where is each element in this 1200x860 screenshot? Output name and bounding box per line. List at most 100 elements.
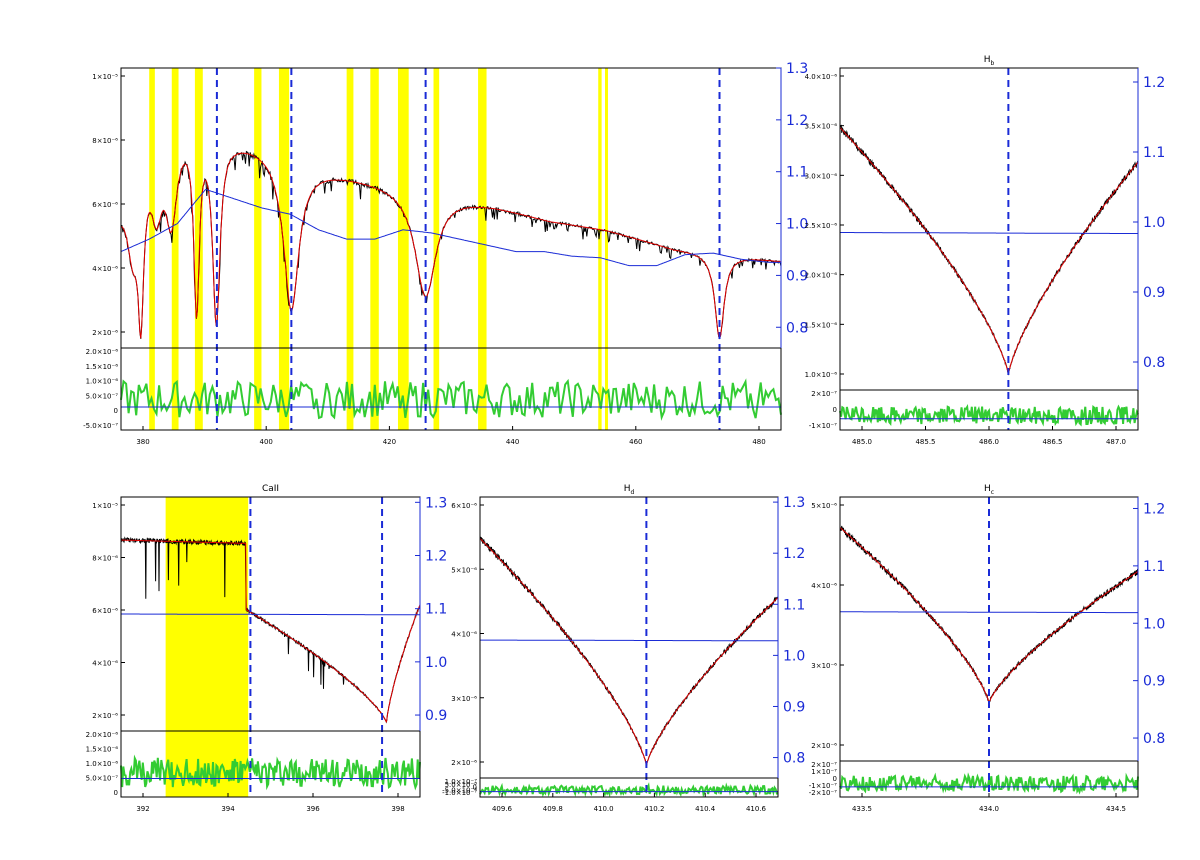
residual-tick-label: -5.0×10⁻⁷: [83, 422, 118, 430]
y-tick-label: 5×10⁻⁶: [451, 566, 477, 574]
y2-tick-label: 1.0: [783, 648, 805, 664]
y2-tick-label: 1.1: [786, 165, 808, 181]
y-tick-label: 1×10⁻⁵: [92, 73, 118, 81]
residual-tick-label: 2×10⁻⁷: [811, 390, 837, 398]
y-tick-label: 1×10⁻⁵: [92, 502, 118, 510]
residual-tick-label: 1.0×10⁻⁶: [86, 378, 119, 386]
mask-region: [370, 68, 379, 430]
residual-line: [839, 404, 1139, 427]
scaling-curve-line: [120, 188, 781, 267]
scaling-curve-line: [121, 613, 420, 616]
fit-spectrum-line: [121, 539, 421, 724]
mask-region: [433, 68, 440, 430]
residual-tick-label: 1.0×10⁻⁶: [86, 760, 119, 768]
y2-tick-label: 0.9: [786, 268, 808, 284]
residual-tick-label: 5.0×10⁻⁸: [445, 781, 478, 789]
fit-spectrum-line: [479, 538, 779, 766]
panel-title: Hb: [984, 55, 995, 67]
y-tick-label: 4.0×10⁻⁶: [805, 73, 838, 81]
y-tick-label: 2×10⁻⁶: [92, 329, 118, 337]
x-tick-label: 409.8: [543, 805, 563, 813]
residual-tick-label: 1.5×10⁻⁶: [86, 363, 119, 371]
y2-tick-label: 1.2: [425, 549, 447, 565]
y-tick-label: 3×10⁻⁶: [451, 695, 477, 703]
y2-tick-label: 0.9: [1143, 674, 1165, 690]
residual-tick-label: 0: [473, 784, 477, 792]
x-tick-label: 460: [629, 438, 642, 446]
y2-tick-label: 0.8: [1143, 731, 1165, 747]
x-tick-label: 380: [136, 438, 149, 446]
y-tick-label: 6×10⁻⁶: [451, 502, 477, 510]
y2-tick-label: 1.2: [1143, 75, 1165, 91]
mask-region: [171, 68, 179, 430]
residual-frame: [120, 730, 421, 798]
x-tick-label: 485.0: [852, 438, 872, 446]
x-tick-label: 487.0: [1106, 438, 1126, 446]
residual-tick-label: -1×10⁻⁷: [809, 422, 837, 430]
fit-spectrum-line: [839, 127, 1139, 375]
residual-tick-label: 1×10⁻⁷: [811, 768, 837, 776]
mask-region: [346, 68, 354, 430]
y-tick-label: 8×10⁻⁶: [92, 137, 118, 145]
x-tick-label: 392: [136, 805, 149, 813]
mask-region: [598, 68, 602, 430]
mask-region: [478, 68, 487, 430]
scaling-curve-line: [840, 611, 1138, 614]
y2-tick-label: 1.0: [786, 217, 808, 233]
residual-tick-label: 2.0×10⁻⁶: [86, 348, 119, 356]
y-tick-label: 4×10⁻⁶: [811, 582, 837, 590]
mask-region: [254, 68, 262, 430]
residual-tick-label: 2.0×10⁻⁶: [86, 731, 119, 739]
residual-line: [120, 378, 782, 421]
panel-hb: 485.0 485.5 486.0 486.5 487.0 1.0×10⁻⁶ 1.5×10⁻…: [805, 55, 1166, 446]
y2-tick-label: 1.3: [425, 495, 447, 511]
mask-region: [194, 68, 203, 430]
x-tick-label: 486.0: [979, 438, 999, 446]
y-tick-label: 1.5×10⁻⁶: [805, 321, 838, 329]
y-tick-label: 6×10⁻⁶: [92, 201, 118, 209]
y-tick-label: 5×10⁻⁶: [811, 502, 837, 510]
residual-tick-label: 0: [833, 775, 837, 783]
x-tick-label: 398: [391, 805, 404, 813]
panel-title: Hd: [624, 484, 635, 496]
y2-tick-label: 0.8: [786, 320, 808, 336]
y-tick-label: 4×10⁻⁶: [451, 631, 477, 639]
observed-spectrum-line: [479, 536, 779, 766]
panel-hg: 433.5 434.0 434.5 2×10⁻⁶ 3×10⁻⁶ 4×10⁻⁶ 5×10⁻⁶ 2…: [809, 484, 1166, 813]
y2-tick-label: 1.2: [786, 113, 808, 129]
mask-region: [397, 68, 409, 430]
y-tick-label: 2.0×10⁻⁶: [805, 272, 838, 280]
x-tick-label: 480: [752, 438, 765, 446]
y-tick-label: 1.0×10⁻⁶: [805, 371, 838, 379]
y-tick-label: 2×10⁻⁶: [811, 742, 837, 750]
y-tick-label: 8×10⁻⁶: [92, 555, 118, 563]
y2-tick-label: 0.8: [1143, 355, 1165, 371]
residual-tick-label: -1×10⁻⁷: [809, 782, 837, 790]
y2-tick-label: 1.1: [425, 602, 447, 618]
x-tick-label: 410.2: [644, 805, 664, 813]
scaling-curve-line: [840, 232, 1138, 234]
x-tick-label: 396: [306, 805, 320, 813]
x-tick-label: 409.6: [492, 805, 513, 813]
mask-region: [149, 68, 155, 430]
axes-frame: [839, 67, 1139, 391]
panel-main: 380 400 420 440 460 480 2×10⁻⁶ 4×10⁻⁶ 6×10⁻⁶ 8×10…: [83, 61, 808, 446]
panel-caii: 392 394 396 398 2×10⁻⁶ 4×10⁻⁶ 6×10⁻⁶ 8×10⁻⁶ 1×10…: [86, 484, 448, 813]
y-tick-label: 2×10⁻⁶: [451, 759, 477, 767]
residual-tick-label: 0: [114, 789, 118, 797]
y-tick-label: 4×10⁻⁶: [92, 660, 118, 668]
y2-tick-label: 1.1: [1143, 145, 1165, 161]
x-tick-label: 486.5: [1042, 438, 1062, 446]
residual-tick-label: 5.0×10⁻⁷: [86, 775, 119, 783]
y2-tick-label: 1.2: [1143, 501, 1165, 517]
fit-spectrum-line: [120, 152, 782, 340]
residual-frame: [120, 347, 782, 431]
x-tick-label: 440: [506, 438, 519, 446]
y2-tick-label: 0.9: [783, 699, 805, 715]
panel-title: CaII: [262, 484, 279, 494]
y-tick-label: 3.5×10⁻⁶: [805, 123, 838, 131]
y-tick-label: 6×10⁻⁶: [92, 607, 118, 615]
observed-spectrum-line: [839, 525, 1139, 703]
y-tick-label: 2.5×10⁻⁶: [805, 222, 838, 230]
